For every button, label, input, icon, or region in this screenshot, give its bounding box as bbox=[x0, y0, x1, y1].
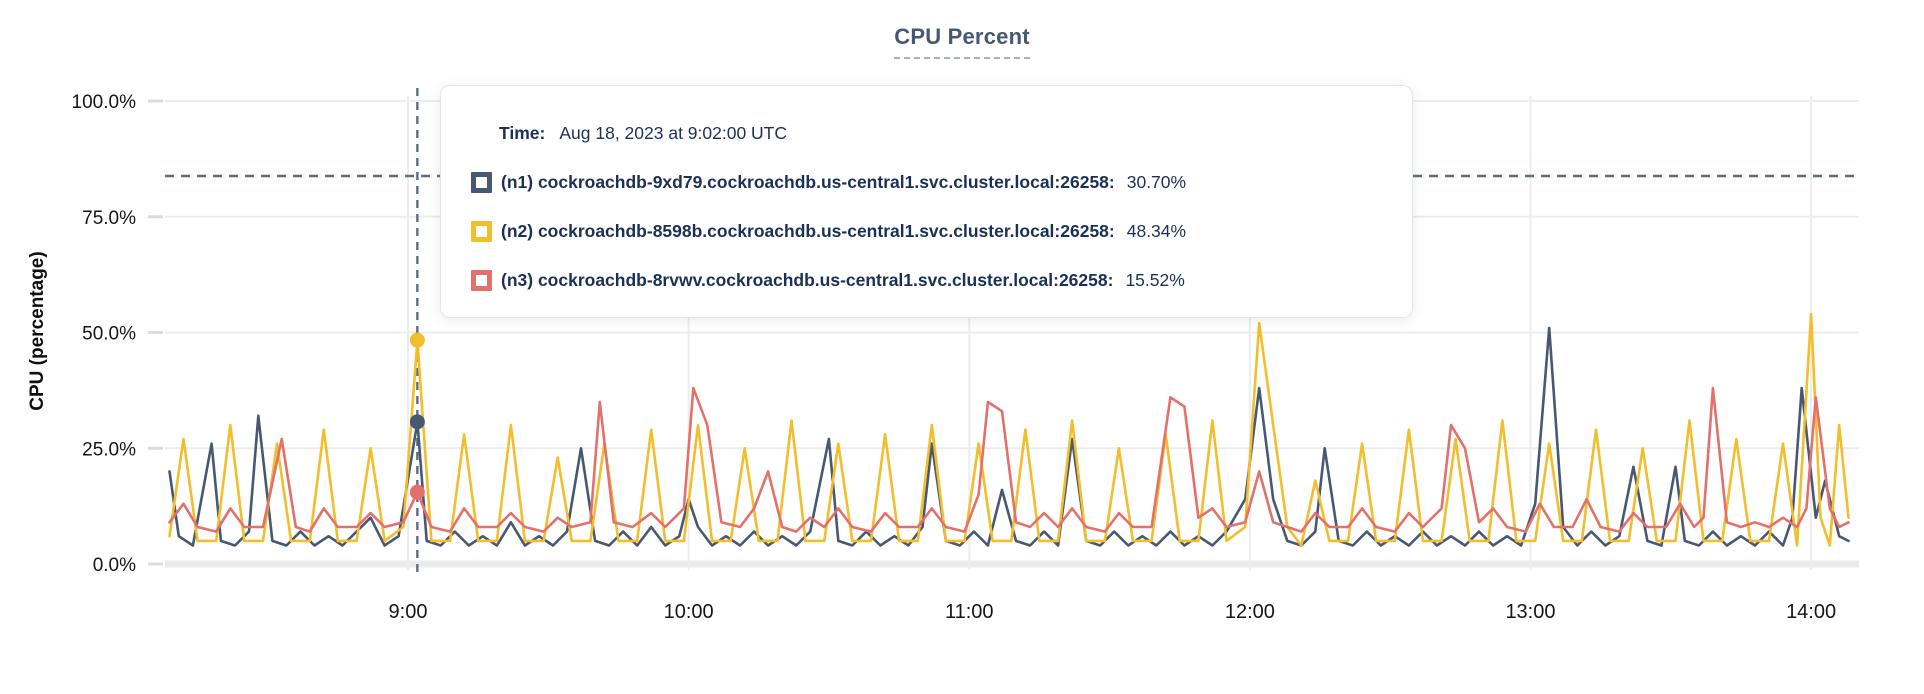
x-axis-baseline bbox=[165, 560, 1859, 568]
x-tick-label: 13:00 bbox=[1505, 601, 1555, 623]
series-line-n1 bbox=[168, 326, 1850, 547]
tooltip-series-row-n2: (n2) cockroachdb-8598b.cockroachdb.us-ce… bbox=[471, 220, 1382, 243]
tooltip-time-row: Time: Aug 18, 2023 at 9:02:00 UTC bbox=[499, 122, 1382, 145]
series-n1-value: 30.70% bbox=[1126, 172, 1187, 192]
x-tick-label: 12:00 bbox=[1225, 601, 1275, 623]
chart-title[interactable]: CPU Percent bbox=[894, 24, 1030, 59]
chart-title-wrap: CPU Percent bbox=[0, 24, 1924, 59]
hover-dot-n1 bbox=[409, 414, 425, 430]
series-n1-label: (n1) cockroachdb-9xd79.cockroachdb.us-ce… bbox=[501, 172, 1115, 192]
tooltip-series-row-n1: (n1) cockroachdb-9xd79.cockroachdb.us-ce… bbox=[471, 171, 1382, 194]
series-n2-swatch-icon bbox=[471, 221, 492, 242]
series-line-n2 bbox=[168, 312, 1850, 547]
hover-dot-n2 bbox=[409, 332, 425, 348]
tooltip-time-value: Aug 18, 2023 at 9:02:00 UTC bbox=[559, 123, 788, 143]
series-n2-value: 48.34% bbox=[1126, 221, 1187, 241]
hover-dot-n3 bbox=[409, 484, 425, 500]
y-tick-label: 0.0% bbox=[93, 555, 136, 576]
series-n2-label: (n2) cockroachdb-8598b.cockroachdb.us-ce… bbox=[501, 221, 1115, 241]
y-tick-label: 100.0% bbox=[72, 92, 137, 113]
y-tick-label: 75.0% bbox=[82, 208, 136, 229]
tooltip-time-label: Time: bbox=[499, 123, 546, 143]
x-gridlines: 9:00 10:00 11:00 12:00 13:00 14:00 bbox=[389, 96, 1836, 623]
x-tick-label: 11:00 bbox=[945, 601, 994, 623]
series-n3-swatch-icon bbox=[471, 270, 492, 291]
y-tick-label: 25.0% bbox=[82, 439, 136, 460]
series-n3-value: 15.52% bbox=[1125, 270, 1185, 290]
series-n1-swatch-icon bbox=[471, 172, 492, 193]
series-n3-label: (n3) cockroachdb-8rvwv.cockroachdb.us-ce… bbox=[501, 270, 1114, 290]
x-tick-label: 10:00 bbox=[664, 601, 714, 623]
tooltip-series-row-n3: (n3) cockroachdb-8rvwv.cockroachdb.us-ce… bbox=[471, 269, 1382, 292]
x-tick-label: 9:00 bbox=[389, 601, 428, 623]
hover-tooltip: Time: Aug 18, 2023 at 9:02:00 UTC (n1) c… bbox=[440, 85, 1413, 318]
x-tick-label: 14:00 bbox=[1786, 601, 1836, 623]
series-line-n3 bbox=[168, 386, 1850, 533]
y-tick-label: 50.0% bbox=[82, 324, 136, 345]
